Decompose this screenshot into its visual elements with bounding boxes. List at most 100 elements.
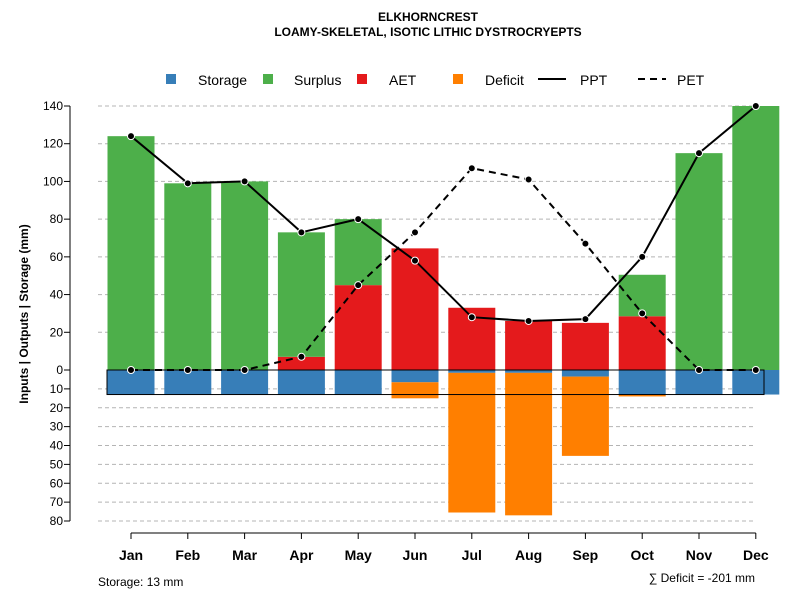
ppt-line (130, 105, 757, 323)
y-tick-label: 100 (43, 174, 63, 188)
y-tick-label: 60 (50, 476, 64, 490)
pet-point (297, 352, 306, 361)
y-tick-label: 20 (50, 401, 64, 415)
storage-bar (561, 370, 609, 377)
chart-title: ELKHORNCREST (378, 10, 479, 24)
y-tick-label: 140 (43, 99, 63, 113)
storage-bar (277, 370, 325, 395)
x-tick-label: May (345, 547, 372, 563)
x-tick-label: Nov (686, 547, 713, 563)
surplus-bar (732, 106, 780, 370)
y-tick-label: 30 (50, 420, 64, 434)
surplus-bar (107, 136, 155, 370)
y-tick-label: 80 (50, 212, 64, 226)
y-tick-label: 120 (43, 137, 63, 151)
storage-bar (221, 370, 269, 395)
y-tick-label: 80 (50, 514, 64, 528)
pet-point (467, 164, 476, 173)
storage-bar (505, 370, 553, 373)
storage-bar (732, 370, 780, 395)
bars (106, 106, 780, 516)
surplus-bar (334, 219, 382, 286)
pet-point (581, 239, 590, 248)
surplus-bar (277, 232, 325, 357)
deficit-bar (448, 372, 496, 513)
deficit-bar (561, 376, 609, 456)
y-axis-label: Inputs | Outputs | Storage (mm) (17, 224, 31, 403)
legend-label-pet: PET (677, 72, 705, 88)
deficit-bar (505, 372, 553, 516)
ppt-point (127, 132, 135, 141)
ppt-point (183, 179, 192, 188)
pet-point (354, 281, 363, 290)
legend-label-surplus: Surplus (294, 72, 341, 88)
y-tick-label: 70 (50, 495, 64, 509)
y-tick-label: 0 (56, 363, 63, 377)
aet-bar (561, 322, 609, 370)
y-tick-label: 40 (50, 288, 64, 302)
y-tick-label: 50 (50, 457, 64, 471)
pet-point (695, 366, 703, 374)
legend-swatch-aet (357, 74, 367, 84)
legend-label-ppt: PPT (580, 72, 608, 88)
ppt-point (467, 313, 476, 322)
pet-point (524, 175, 533, 184)
storage-bar (164, 370, 212, 395)
deficit-footer: ∑ Deficit = -201 mm (649, 571, 755, 585)
y-tick-label: 20 (50, 325, 64, 339)
ppt-point (581, 315, 590, 324)
legend-label-deficit: Deficit (485, 72, 524, 88)
storage-bar (618, 370, 666, 395)
aet-bar (618, 316, 666, 370)
y-axis: 0 20 40 60 80 100 120 140 10 20 30 40 50 60 70 80 (43, 99, 71, 528)
pet-point (751, 366, 760, 374)
legend: Storage Surplus AET Deficit PPT PET (166, 72, 705, 88)
x-tick-label: Aug (515, 547, 542, 563)
lines (127, 102, 760, 374)
pet-point (127, 366, 135, 374)
aet-bar (391, 248, 439, 370)
x-tick-label: Jun (403, 547, 428, 563)
storage-capacity-box (106, 369, 765, 396)
legend-swatch-surplus (263, 74, 273, 84)
legend-swatch-storage (166, 74, 176, 84)
storage-bar (391, 370, 439, 383)
deficit-bar (391, 382, 439, 399)
surplus-bar (221, 181, 269, 370)
ppt-point (240, 177, 249, 186)
legend-label-aet: AET (389, 72, 417, 88)
x-tick-label: Mar (232, 547, 257, 563)
y-tick-label: 60 (50, 250, 64, 264)
x-tick-label: Jul (462, 547, 482, 563)
ppt-point (411, 256, 419, 265)
x-tick-label: Sep (573, 547, 599, 563)
pet-line (131, 167, 756, 371)
x-tick-label: Jan (119, 547, 143, 563)
pet-point (411, 228, 419, 237)
ppt-point (524, 316, 533, 325)
ppt-point (297, 228, 306, 237)
aet-bar (334, 285, 382, 370)
x-tick-label: Dec (743, 547, 769, 563)
legend-label-storage: Storage (198, 72, 247, 88)
legend-swatch-deficit (453, 74, 463, 84)
surplus-bar (675, 153, 723, 370)
ppt-point (751, 102, 760, 110)
x-axis: Jan Feb Mar Apr May Jun Jul Aug Sep Oct Nov Dec (119, 532, 769, 563)
storage-bar (675, 370, 723, 395)
y-tick-label: 10 (50, 382, 64, 396)
pet-point (240, 366, 249, 374)
deficit-bar (618, 394, 666, 397)
x-tick-label: Oct (631, 547, 655, 563)
x-tick-label: Feb (175, 547, 200, 563)
storage-bar (334, 370, 382, 395)
x-tick-label: Apr (289, 547, 314, 563)
pet-point (638, 309, 647, 318)
ppt-point (354, 215, 363, 224)
aet-bar (505, 320, 553, 370)
surplus-bar (164, 183, 212, 370)
storage-footer: Storage: 13 mm (98, 575, 183, 589)
pet-point (183, 366, 192, 374)
y-tick-label: 40 (50, 439, 64, 453)
